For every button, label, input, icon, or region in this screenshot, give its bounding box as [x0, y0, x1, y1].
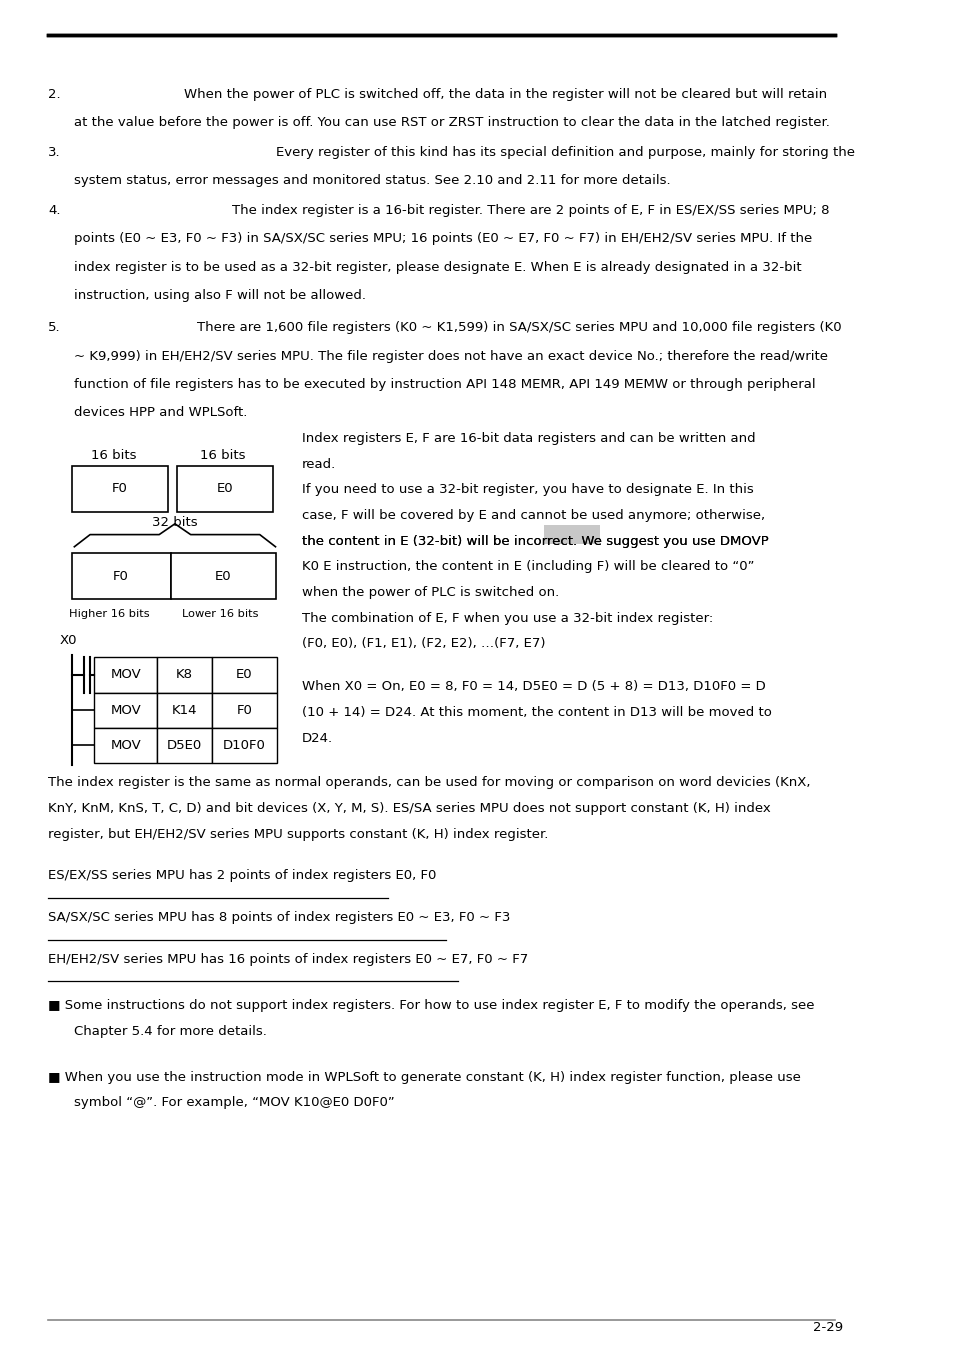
Bar: [71, 466, 168, 512]
Text: 2-29: 2-29: [813, 1320, 842, 1334]
Text: devices HPP and WPLSoft.: devices HPP and WPLSoft.: [74, 406, 248, 420]
Text: Higher 16 bits: Higher 16 bits: [69, 609, 150, 618]
Text: There are 1,600 file registers (K0 ~ K1,599) in SA/SX/SC series MPU and 10,000 f: There are 1,600 file registers (K0 ~ K1,…: [196, 321, 841, 335]
Text: index register is to be used as a 32-bit register, please designate E. When E is: index register is to be used as a 32-bit…: [74, 261, 801, 274]
Text: 3.: 3.: [48, 146, 61, 159]
Bar: [171, 554, 275, 599]
Text: ■ Some instructions do not support index registers. For how to use index registe: ■ Some instructions do not support index…: [48, 999, 814, 1012]
Bar: [94, 657, 157, 693]
Text: (F0, E0), (F1, E1), (F2, E2), …(F7, E7): (F0, E0), (F1, E1), (F2, E2), …(F7, E7): [301, 637, 545, 651]
Text: 16 bits: 16 bits: [200, 448, 246, 462]
Text: MOV: MOV: [111, 668, 141, 682]
Text: Lower 16 bits: Lower 16 bits: [182, 609, 258, 618]
Text: MOV: MOV: [111, 703, 141, 717]
Text: The index register is a 16-bit register. There are 2 points of E, F in ES/EX/SS : The index register is a 16-bit register.…: [232, 204, 828, 217]
Text: ES/EX/SS series MPU has 2 points of index registers E0, F0: ES/EX/SS series MPU has 2 points of inde…: [48, 869, 436, 883]
Text: E0: E0: [216, 482, 233, 495]
Bar: [94, 728, 157, 763]
Text: 5.: 5.: [48, 321, 61, 335]
Text: 4.: 4.: [48, 204, 61, 217]
Text: Chapter 5.4 for more details.: Chapter 5.4 for more details.: [74, 1025, 267, 1038]
Text: points (E0 ~ E3, F0 ~ F3) in SA/SX/SC series MPU; 16 points (E0 ~ E7, F0 ~ F7) i: points (E0 ~ E3, F0 ~ F3) in SA/SX/SC se…: [74, 232, 812, 246]
Text: ~ K9,999) in EH/EH2/SV series MPU. The file register does not have an exact devi: ~ K9,999) in EH/EH2/SV series MPU. The f…: [74, 350, 827, 363]
Bar: [94, 693, 157, 728]
Text: the content in E (32-bit) will be incorrect. We suggest you use DMOVP: the content in E (32-bit) will be incorr…: [301, 535, 768, 548]
Text: F0: F0: [236, 703, 253, 717]
Text: SA/SX/SC series MPU has 8 points of index registers E0 ~ E3, F0 ~ F3: SA/SX/SC series MPU has 8 points of inde…: [48, 911, 510, 925]
Text: E0: E0: [236, 668, 253, 682]
Text: F0: F0: [112, 570, 129, 583]
Bar: [157, 693, 212, 728]
Text: 16 bits: 16 bits: [91, 448, 136, 462]
Bar: [71, 554, 171, 599]
Text: D24.: D24.: [301, 732, 333, 745]
Text: (10 + 14) = D24. At this moment, the content in D13 will be moved to: (10 + 14) = D24. At this moment, the con…: [301, 706, 771, 720]
Text: case, F will be covered by E and cannot be used anymore; otherwise,: case, F will be covered by E and cannot …: [301, 509, 764, 522]
Text: the content in E (32-bit) will be incorrect. We suggest you use DMOVP: the content in E (32-bit) will be incorr…: [301, 535, 768, 548]
Bar: [212, 693, 277, 728]
Text: When X0 = On, E0 = 8, F0 = 14, D5E0 = D (5 + 8) = D13, D10F0 = D: When X0 = On, E0 = 8, F0 = 14, D5E0 = D …: [301, 680, 764, 694]
Text: KnY, KnM, KnS, T, C, D) and bit devices (X, Y, M, S). ES/SA series MPU does not : KnY, KnM, KnS, T, C, D) and bit devices …: [48, 802, 770, 815]
Text: D5E0: D5E0: [167, 738, 202, 752]
Text: ■ When you use the instruction mode in WPLSoft to generate constant (K, H) index: ■ When you use the instruction mode in W…: [48, 1071, 801, 1084]
Text: function of file registers has to be executed by instruction API 148 MEMR, API 1: function of file registers has to be exe…: [74, 378, 815, 392]
Text: K8: K8: [176, 668, 193, 682]
Text: system status, error messages and monitored status. See 2.10 and 2.11 for more d: system status, error messages and monito…: [74, 174, 670, 188]
Bar: [157, 657, 212, 693]
Text: EH/EH2/SV series MPU has 16 points of index registers E0 ~ E7, F0 ~ F7: EH/EH2/SV series MPU has 16 points of in…: [48, 953, 528, 967]
Bar: [212, 728, 277, 763]
Text: E0: E0: [214, 570, 231, 583]
Text: instruction, using also F will not be allowed.: instruction, using also F will not be al…: [74, 289, 366, 302]
Text: MOV: MOV: [111, 738, 141, 752]
Text: register, but EH/EH2/SV series MPU supports constant (K, H) index register.: register, but EH/EH2/SV series MPU suppo…: [48, 828, 548, 841]
Text: K0 E instruction, the content in E (including F) will be cleared to “0”: K0 E instruction, the content in E (incl…: [301, 560, 754, 574]
Text: symbol “@”. For example, “MOV K10@E0 D0F0”: symbol “@”. For example, “MOV K10@E0 D0F…: [74, 1096, 395, 1110]
Bar: [543, 525, 599, 544]
Text: K14: K14: [172, 703, 197, 717]
Text: When the power of PLC is switched off, the data in the register will not be clea: When the power of PLC is switched off, t…: [184, 88, 826, 101]
Text: 2.: 2.: [48, 88, 61, 101]
Text: at the value before the power is off. You can use RST or ZRST instruction to cle: at the value before the power is off. Yo…: [74, 116, 829, 130]
Text: read.: read.: [301, 458, 335, 471]
Bar: [176, 466, 273, 512]
Text: D10F0: D10F0: [223, 738, 266, 752]
Text: when the power of PLC is switched on.: when the power of PLC is switched on.: [301, 586, 558, 599]
Bar: [212, 657, 277, 693]
Text: Every register of this kind has its special definition and purpose, mainly for s: Every register of this kind has its spec…: [275, 146, 854, 159]
Text: Index registers E, F are 16-bit data registers and can be written and: Index registers E, F are 16-bit data reg…: [301, 432, 755, 446]
Text: F0: F0: [112, 482, 128, 495]
Text: If you need to use a 32-bit register, you have to designate E. In this: If you need to use a 32-bit register, yo…: [301, 483, 753, 497]
Bar: [157, 728, 212, 763]
Text: X0: X0: [59, 633, 77, 647]
Text: 32 bits: 32 bits: [152, 516, 197, 529]
Text: The combination of E, F when you use a 32-bit index register:: The combination of E, F when you use a 3…: [301, 612, 712, 625]
Text: The index register is the same as normal operands, can be used for moving or com: The index register is the same as normal…: [48, 776, 810, 790]
